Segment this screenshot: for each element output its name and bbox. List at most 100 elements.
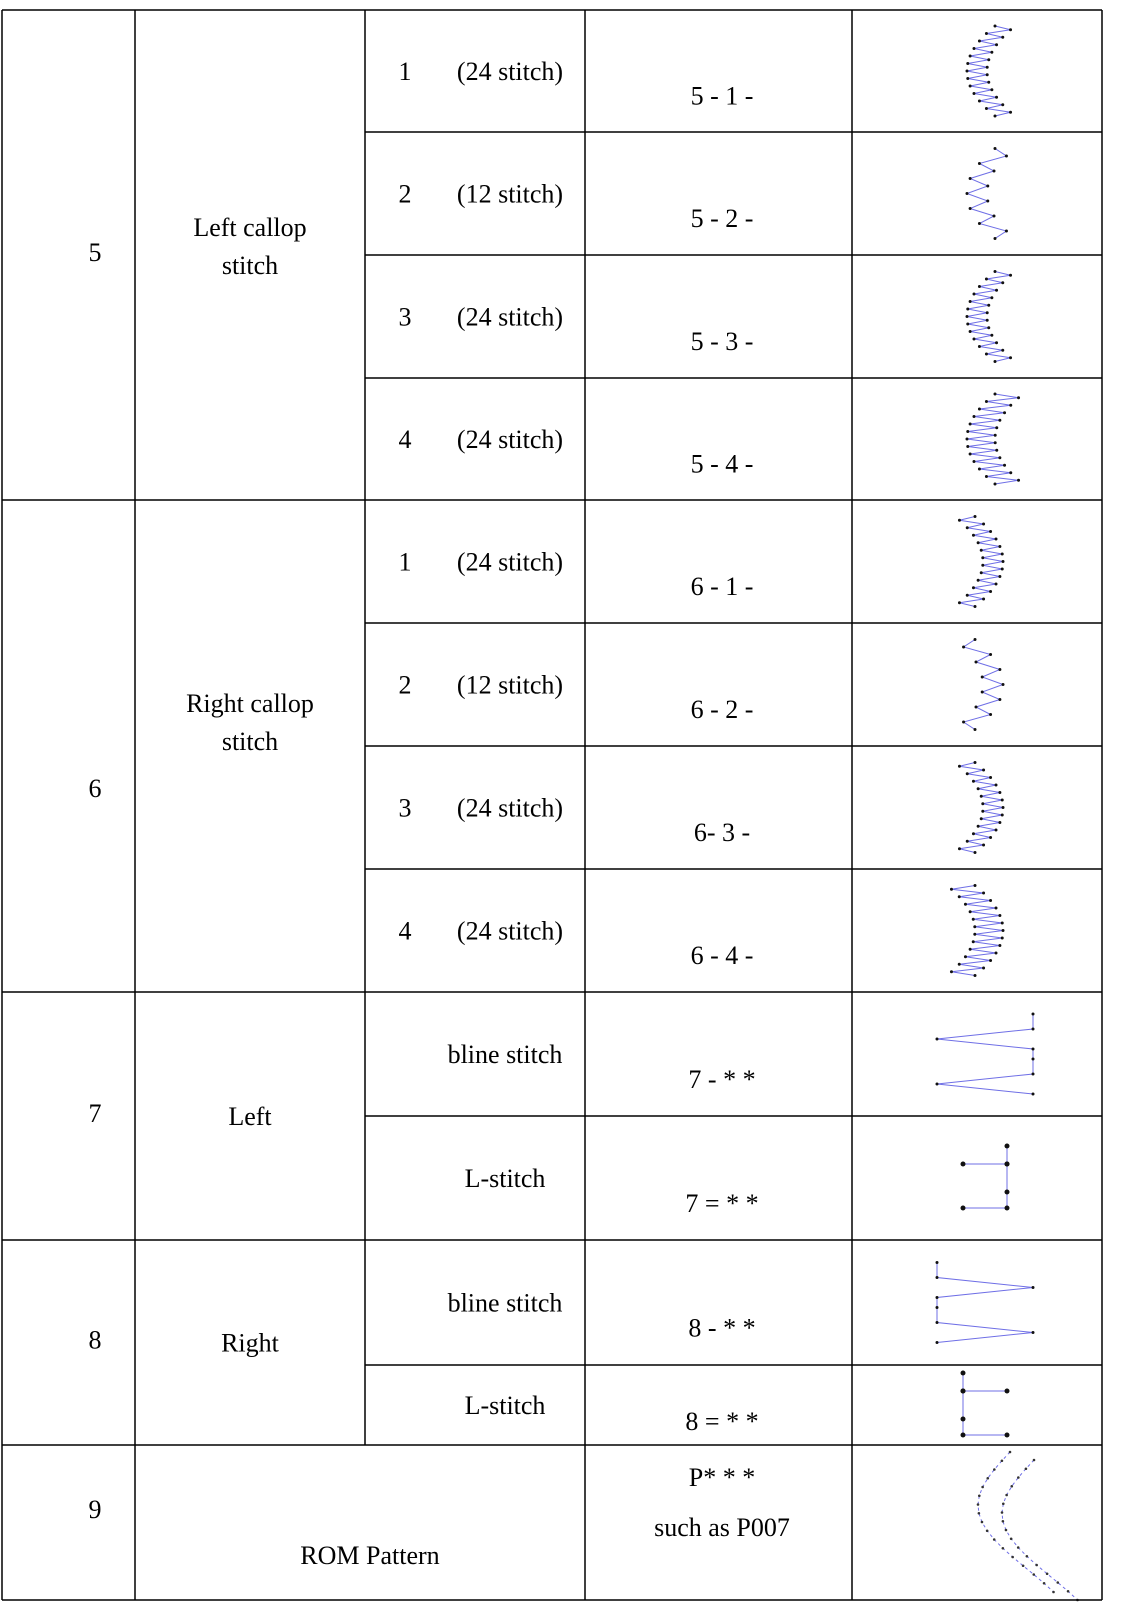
stitch-dot (1032, 1013, 1035, 1016)
stitch-dot (961, 1433, 966, 1438)
code: 5 - 2 - (691, 204, 754, 233)
group-name-line: Right callop (186, 689, 314, 718)
code: such as P007 (654, 1513, 790, 1542)
stitch-dot (986, 311, 989, 314)
stitch-table: 5Left callopstitch1(24 stitch)5 - 1 -2(1… (0, 0, 1126, 1603)
stitch-pattern (961, 1144, 1010, 1211)
variant-index: 3 (399, 793, 412, 822)
stitch-dot (1032, 1073, 1035, 1076)
stitch-dot (998, 545, 1001, 548)
stitch-dot (1001, 799, 1004, 802)
stitch-dot (966, 526, 969, 529)
stitch-dot (987, 81, 990, 84)
stitch-dot (978, 345, 981, 348)
stitch-dot (1032, 1331, 1035, 1334)
variant-stitch: (24 stitch) (457, 57, 563, 86)
stitch-pattern (966, 25, 1013, 118)
stitch-dot (1009, 404, 1012, 407)
stitch-dot (1005, 1433, 1010, 1438)
stitch-dot (982, 967, 985, 970)
stitch-dot (1010, 1485, 1013, 1488)
stitch-dot (966, 594, 969, 597)
stitch-dot (1056, 1581, 1059, 1584)
stitch-dot (973, 338, 976, 341)
cell-text: 8 (89, 1325, 102, 1354)
stitch-dot (1032, 1028, 1035, 1031)
stitch-dot (969, 85, 972, 88)
stitch-dot (1009, 1451, 1012, 1454)
stitch-dot (969, 300, 972, 303)
stitch-dot (1001, 281, 1004, 284)
stitch-dot (969, 453, 972, 456)
stitch-dot (978, 285, 981, 288)
cell-text: 7 (89, 1099, 102, 1128)
stitch-dot (990, 296, 993, 299)
stitch-dot (981, 676, 984, 679)
stitch-pattern (966, 393, 1021, 486)
stitch-dot (1032, 1093, 1035, 1096)
stitch-dot (969, 177, 972, 180)
code: 8 = * * (685, 1407, 758, 1436)
cell-text: 6 (89, 774, 102, 803)
stitch-dot (989, 653, 992, 656)
stitch-dot (1002, 806, 1005, 809)
stitch-dot (986, 1477, 989, 1480)
stitch-dot (972, 780, 975, 783)
stitch-dot (1005, 1494, 1008, 1497)
stitch-dot (966, 772, 969, 775)
stitch-dot (977, 825, 980, 828)
code: P* * * (689, 1463, 755, 1492)
stitch-dot (989, 713, 992, 716)
stitch-dot (1001, 1459, 1004, 1462)
stitch-dot (982, 523, 985, 526)
code: 5 - 4 - (691, 449, 754, 478)
stitch-dot (969, 55, 972, 58)
stitch-dot (1046, 1572, 1049, 1575)
code: 6 - 4 - (691, 941, 754, 970)
stitch-dot (1001, 36, 1004, 39)
stitch-dot (1001, 814, 1004, 817)
stitch-dot (1043, 1582, 1046, 1585)
stitch-dot (994, 25, 997, 28)
stitch-dot (958, 847, 961, 850)
stitch-dot (978, 40, 981, 43)
stitch-dot (994, 393, 997, 396)
stitch-dot (978, 468, 981, 471)
stitch-dot (1011, 1556, 1014, 1559)
stitch-dot (994, 147, 997, 150)
stitch-dot (972, 832, 975, 835)
stitch-dot (966, 430, 969, 433)
stitch-pattern (958, 761, 1005, 854)
variant-stitch: L-stitch (465, 1164, 546, 1193)
stitch-dot (1001, 103, 1004, 106)
stitch-pattern (950, 884, 1005, 977)
stitch-dot (995, 426, 998, 429)
stitch-dot (974, 851, 977, 854)
stitch-dot (993, 1468, 996, 1471)
stitch-dot (966, 438, 969, 441)
page: 5Left callopstitch1(24 stitch)5 - 1 -2(1… (0, 0, 1126, 1603)
stitch-dot (975, 706, 978, 709)
stitch-dot (1001, 568, 1004, 571)
stitch-dot (1003, 411, 1006, 414)
stitch-dot (1017, 1546, 1020, 1549)
stitch-dot (936, 1321, 939, 1324)
stitch-dot (973, 92, 976, 95)
stitch-dot (998, 668, 1001, 671)
code: 7 - * * (688, 1065, 755, 1094)
stitch-dot (936, 1306, 939, 1309)
stitch-dot (994, 237, 997, 240)
stitch-dot (1032, 1048, 1035, 1051)
stitch-dot (990, 88, 993, 91)
stitch-dot (974, 638, 977, 641)
stitch-dot (1001, 349, 1004, 352)
stitch-dot (981, 556, 984, 559)
stitch-dot (990, 334, 993, 337)
stitch-dot (1003, 464, 1006, 467)
stitch-dot (972, 940, 975, 943)
stitch-pattern (958, 515, 1005, 608)
stitch-dot (998, 821, 1001, 824)
stitch-dot (998, 575, 1001, 578)
stitch-dot (993, 1538, 996, 1541)
stitch-dot (998, 944, 1001, 947)
